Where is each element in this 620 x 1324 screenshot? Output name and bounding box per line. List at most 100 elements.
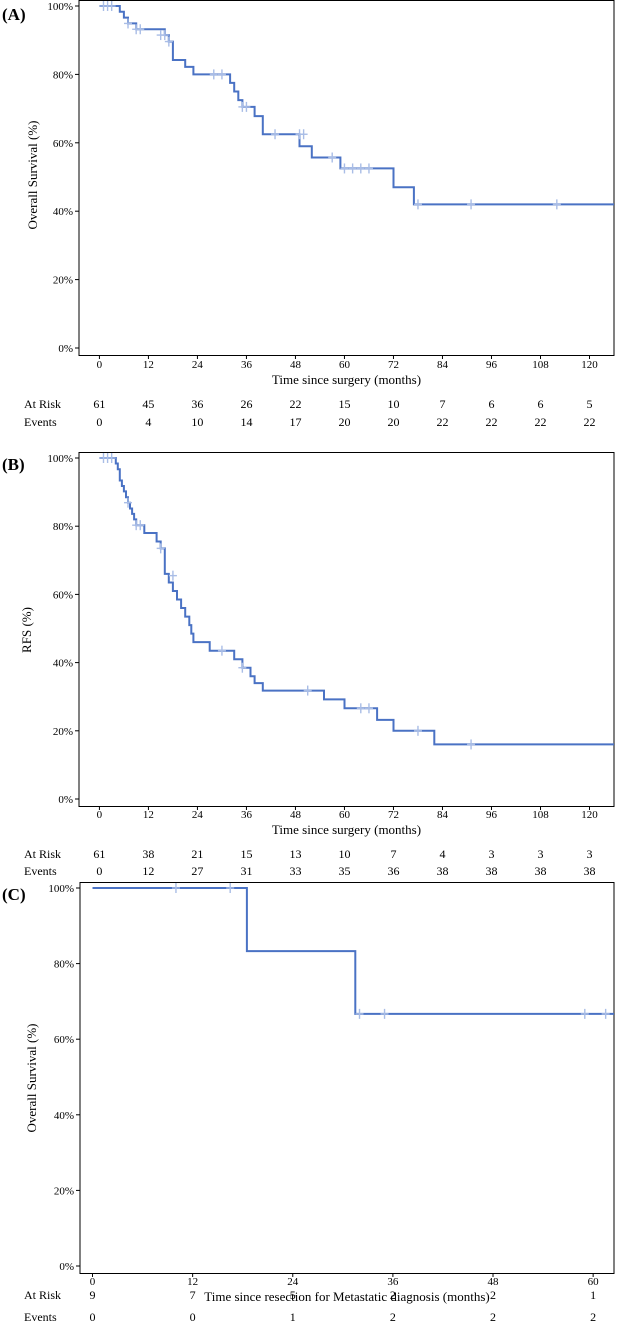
x-tick-label: 0 xyxy=(90,1276,96,1288)
censor-mark xyxy=(136,520,145,531)
risk-value: 3 xyxy=(586,847,592,861)
risk-value: 38 xyxy=(436,864,448,878)
risk-value: 38 xyxy=(142,847,154,861)
censor-mark xyxy=(217,69,226,80)
y-tick-label: 100% xyxy=(48,883,74,895)
x-axis-title: Time since resection for Metastatic diag… xyxy=(204,1289,489,1304)
censor-mark xyxy=(380,1008,389,1019)
risk-row-label: Events xyxy=(24,1310,57,1324)
x-tick-label: 24 xyxy=(192,359,204,371)
risk-row-label: At Risk xyxy=(24,397,61,411)
risk-value: 22 xyxy=(485,415,497,429)
risk-value: 17 xyxy=(289,415,301,429)
censor-mark xyxy=(168,570,177,581)
y-tick-label: 100% xyxy=(47,1,73,13)
risk-row-label: At Risk xyxy=(24,847,61,861)
censor-mark xyxy=(348,163,357,174)
risk-value: 20 xyxy=(338,415,350,429)
x-tick-label: 24 xyxy=(192,809,204,821)
risk-value: 61 xyxy=(93,397,105,411)
y-axis-title: RFS (%) xyxy=(19,607,34,653)
x-tick-label: 72 xyxy=(388,359,399,371)
risk-value: 7 xyxy=(190,1288,196,1302)
risk-value: 10 xyxy=(387,397,399,411)
y-tick-label: 20% xyxy=(54,1185,74,1197)
censor-mark xyxy=(124,18,133,29)
censor-mark xyxy=(552,199,561,210)
censor-mark xyxy=(299,129,308,140)
risk-value: 2 xyxy=(490,1288,496,1302)
km-panel-2: (B) 0% 20% 40% 60% 80% 100% 0 12 24 36 48 60 72 84 96 10… xyxy=(2,452,615,878)
x-tick-label: 96 xyxy=(486,809,498,821)
risk-value: 33 xyxy=(289,864,301,878)
y-tick-label: 0% xyxy=(58,794,73,806)
x-tick-label: 48 xyxy=(290,359,302,371)
y-tick-label: 20% xyxy=(53,726,73,738)
x-tick-label: 108 xyxy=(532,809,549,821)
risk-row-label: Events xyxy=(24,864,57,878)
panel-label: (B) xyxy=(2,455,25,474)
risk-value: 15 xyxy=(338,397,350,411)
censor-mark xyxy=(271,129,280,140)
x-tick-label: 60 xyxy=(339,809,351,821)
risk-value: 4 xyxy=(439,847,445,861)
risk-value: 3 xyxy=(537,847,543,861)
risk-value: 26 xyxy=(240,397,252,411)
censor-mark xyxy=(164,36,173,47)
x-axis-title: Time since surgery (months) xyxy=(272,822,421,837)
censor-mark xyxy=(355,1008,364,1019)
risk-value: 2 xyxy=(390,1288,396,1302)
x-tick-label: 12 xyxy=(187,1276,198,1288)
risk-value: 0 xyxy=(90,1310,96,1324)
y-tick-label: 40% xyxy=(54,1110,74,1122)
x-tick-label: 0 xyxy=(97,809,103,821)
km-curve-1 xyxy=(99,5,614,206)
y-tick-label: 40% xyxy=(53,206,73,218)
x-tick-label: 96 xyxy=(486,359,498,371)
censor-mark xyxy=(356,703,365,714)
risk-value: 15 xyxy=(240,847,252,861)
x-tick-label: 60 xyxy=(588,1276,600,1288)
censor-mark xyxy=(242,101,251,112)
x-tick-label: 12 xyxy=(143,359,154,371)
risk-value: 2 xyxy=(590,1310,596,1324)
censor-mark xyxy=(171,883,180,893)
y-tick-label: 80% xyxy=(53,69,73,81)
censor-mark xyxy=(136,24,145,35)
x-tick-label: 36 xyxy=(241,359,253,371)
risk-value: 36 xyxy=(191,397,203,411)
risk-value: 21 xyxy=(191,847,203,861)
x-tick-label: 120 xyxy=(581,359,598,371)
panel-label: (C) xyxy=(2,885,26,904)
risk-value: 0 xyxy=(190,1310,196,1324)
risk-value: 5 xyxy=(586,397,592,411)
y-axis-title: Overall Survival (%) xyxy=(24,1023,39,1132)
censor-mark xyxy=(467,199,476,210)
censor-mark xyxy=(303,685,312,696)
x-tick-label: 12 xyxy=(143,809,154,821)
risk-value: 9 xyxy=(90,1288,96,1302)
risk-value: 27 xyxy=(191,864,203,878)
km-curve-1 xyxy=(99,457,614,746)
risk-value: 38 xyxy=(534,864,546,878)
risk-value: 6 xyxy=(537,397,543,411)
y-axis-title: Overall Survival (%) xyxy=(25,120,40,229)
risk-value: 45 xyxy=(142,397,154,411)
censor-mark xyxy=(156,543,165,554)
censor-mark xyxy=(107,1,116,11)
risk-value: 2 xyxy=(390,1310,396,1324)
km-panel-1: (A)0%20%40%60%80%100%0 12 24 36 48 60 72 84 96 10… xyxy=(2,0,615,429)
x-tick-label: 24 xyxy=(287,1276,299,1288)
risk-value: 20 xyxy=(387,415,399,429)
censor-mark xyxy=(580,1008,589,1019)
risk-value: 35 xyxy=(338,864,350,878)
risk-value: 61 xyxy=(93,847,105,861)
y-tick-label: 60% xyxy=(53,138,73,150)
x-tick-label: 48 xyxy=(290,809,302,821)
x-axis-title: Time since surgery (months) xyxy=(272,372,421,387)
risk-value: 36 xyxy=(387,864,399,878)
risk-value: 6 xyxy=(488,397,494,411)
censor-mark xyxy=(601,1008,610,1019)
x-tick-label: 36 xyxy=(387,1276,399,1288)
